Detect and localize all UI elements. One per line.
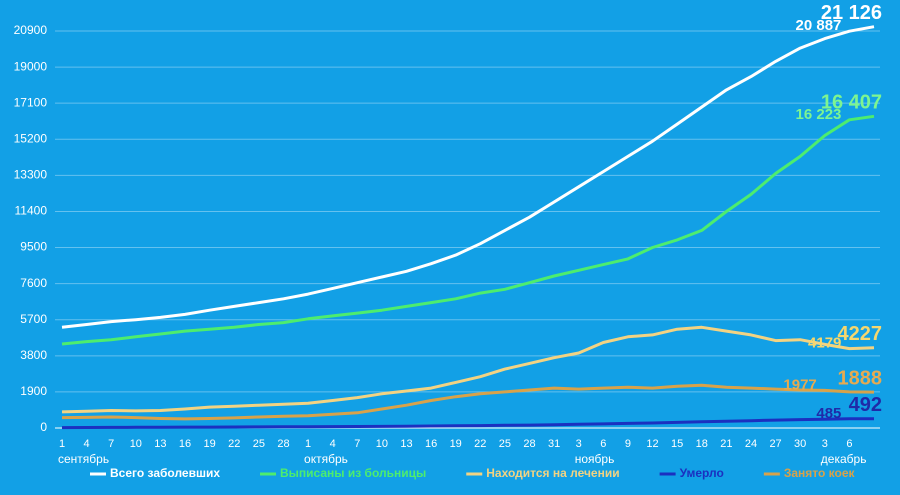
x-tick-label: 27 [769,438,781,450]
y-tick-label: 11400 [15,204,48,218]
x-tick-label: 22 [474,438,486,450]
x-tick-label: 10 [130,438,142,450]
legend-label: Умерло [680,466,724,480]
series-line [61,417,875,430]
x-tick-label: 13 [154,438,166,450]
x-tick-label: 7 [354,438,360,450]
y-tick-label: 17100 [14,95,48,109]
y-tick-label: 20900 [14,23,48,37]
x-tick-label: 4 [330,438,336,450]
y-tick-label: 5700 [20,312,47,326]
month-label: октябрь [304,452,348,466]
series-line [61,325,875,414]
series-line [61,114,875,346]
y-tick-label: 15200 [14,131,48,145]
x-tick-label: 19 [450,438,462,450]
x-tick-label: 28 [277,438,289,450]
y-tick-label: 13300 [14,168,48,182]
value-label: 485 [816,405,841,422]
x-tick-label: 7 [108,438,114,450]
x-tick-label: 1 [59,438,65,450]
x-tick-label: 3 [576,438,582,450]
x-tick-label: 12 [646,438,658,450]
x-tick-label: 1 [305,438,311,450]
x-tick-label: 9 [625,438,631,450]
x-tick-label: 30 [794,438,806,450]
x-tick-label: 25 [499,438,511,450]
x-tick-label: 3 [822,438,828,450]
legend-label: Занято коек [784,466,856,480]
x-tick-label: 16 [179,438,191,450]
x-tick-label: 24 [745,438,757,450]
y-tick-label: 7600 [20,276,47,290]
value-label: 4227 [838,323,883,345]
legend-label: Выписаны из больницы [280,466,426,480]
month-label: ноябрь [575,452,615,466]
legend-label: Всего заболевших [110,466,220,480]
x-tick-label: 18 [696,438,708,450]
x-tick-label: 21 [720,438,732,450]
x-tick-label: 28 [523,438,535,450]
y-tick-label: 9500 [20,240,47,254]
value-label: 492 [849,394,882,416]
x-tick-label: 13 [400,438,412,450]
y-tick-label: 19000 [14,59,48,73]
x-tick-label: 6 [846,438,852,450]
value-label: 1977 [783,376,816,393]
x-tick-label: 31 [548,438,560,450]
x-tick-label: 6 [600,438,606,450]
series-line [61,383,875,421]
month-label: декабрь [821,452,867,466]
legend-label: Находится на лечении [486,466,619,480]
value-label: 1888 [838,367,883,389]
value-label: 4179 [808,335,841,352]
value-label: 16 223 [796,106,842,123]
x-tick-label: 10 [376,438,388,450]
x-tick-label: 15 [671,438,683,450]
x-tick-label: 16 [425,438,437,450]
series-line [61,25,875,329]
y-tick-label: 1900 [20,384,47,398]
value-label: 20 887 [796,17,842,34]
month-label: сентябрь [58,452,109,466]
y-tick-label: 0 [40,420,47,434]
x-tick-label: 25 [253,438,265,450]
y-tick-label: 3800 [20,348,47,362]
x-tick-label: 22 [228,438,240,450]
value-label: 16 407 [821,92,882,114]
x-tick-label: 4 [84,438,90,450]
x-tick-label: 19 [204,438,216,450]
value-label: 21 126 [821,2,882,24]
